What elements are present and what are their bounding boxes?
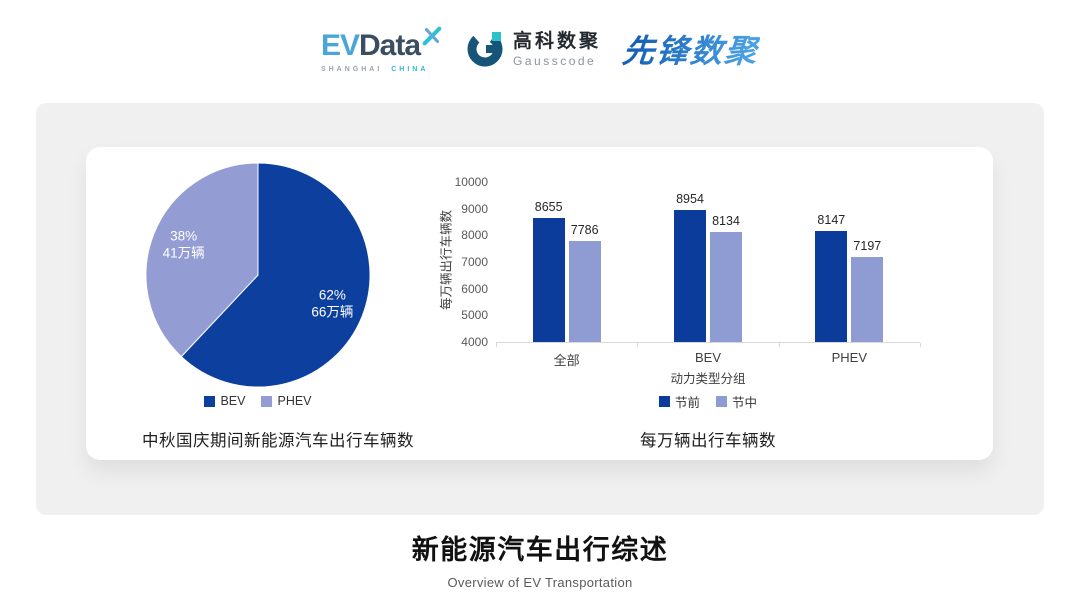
x-axis-line [496, 342, 920, 343]
gausscode-logo: 高科数聚 Gausscode [465, 27, 601, 69]
legend-label: 节中 [732, 396, 758, 410]
bar-chart-title: 每万辆出行车辆数 [640, 432, 776, 450]
pie-chart-title: 中秋国庆期间新能源汽车出行车辆数 [142, 432, 414, 450]
y-tick-label-8000: 8000 [461, 228, 488, 243]
xianfeng-logo: 先锋数聚 [621, 27, 761, 69]
pie-legend: BEV PHEV [146, 394, 370, 408]
bar-value-label: 8134 [712, 213, 740, 228]
propeller-x-icon [422, 26, 442, 46]
evdata-logo: EV Data SHANGHAI CHINA [320, 26, 443, 73]
legend-item-节中: 节中 [716, 392, 757, 411]
y-tick-label-6000: 6000 [461, 281, 488, 296]
bar-节中-PHEV [851, 256, 884, 342]
bar-value-label: 8954 [676, 191, 704, 206]
pie-slice-label-phev: 38% 41万辆 [163, 229, 205, 261]
logo-header: EV Data SHANGHAI CHINA 高科数聚 Gausscode 先锋… [0, 26, 1080, 73]
y-tick-label-7000: 7000 [461, 255, 488, 269]
legend-swatch-节前 [658, 396, 670, 407]
x-axis-tick [920, 343, 921, 347]
gausscode-cn: 高科数聚 [513, 30, 602, 52]
evdata-wordmark: EV Data [320, 26, 443, 62]
gausscode-g-icon [467, 31, 503, 67]
pie-chart: 62% 66万辆 38% 41万辆 BEV PHEV 中秋国庆期间新能源汽车出行车辆数 [86, 147, 470, 460]
bar-节前-BEV [674, 209, 706, 342]
y-tick-label-4000: 4000 [461, 335, 488, 349]
evdata-wordmark-ev: EV [320, 29, 360, 62]
x-axis-tick [496, 343, 497, 347]
charts-card: 62% 66万辆 38% 41万辆 BEV PHEV 中秋国庆期间新能源汽车出行车辆数 … [86, 147, 993, 460]
y-tick-label-9000: 9000 [461, 201, 488, 216]
legend-swatch-节中 [716, 396, 727, 407]
evdata-wordmark-data: Data [358, 29, 421, 62]
bar-chart: 节前 节中 每万辆出行车辆数 4000 5000 6000 7000 8000 9000 10… [86, 147, 993, 460]
evdata-tagline-china: CHINA [391, 66, 429, 73]
bar-节中-BEV [710, 231, 742, 342]
gausscode-text: 高科数聚 Gausscode [513, 32, 601, 67]
x-category-label-PHEV: PHEV [831, 350, 868, 365]
page-footer: 新能源汽车出行综述 Overview of EV Transportation [0, 528, 1080, 590]
bar-节中-全部 [568, 241, 601, 342]
legend-label: BEV [220, 394, 246, 408]
y-tick-label-10000: 10000 [454, 175, 488, 189]
legend-swatch-BEV [204, 395, 216, 407]
bar-节前-PHEV [815, 231, 848, 342]
bar-value-label: 8147 [817, 213, 846, 228]
evdata-tagline-shanghai: SHANGHAI [320, 66, 383, 73]
legend-label: 节前 [674, 396, 700, 410]
bar-value-label: 8655 [534, 199, 563, 214]
x-category-label-BEV: BEV [694, 350, 722, 365]
pie-slice-bev [180, 163, 370, 387]
x-axis-tick [637, 343, 639, 347]
bar-节前-全部 [532, 217, 565, 342]
legend-item-PHEV: PHEV [261, 394, 312, 408]
pie-slice-label-bev: 62% 66万辆 [311, 287, 353, 319]
x-axis-title: 动力类型分组 [670, 372, 746, 386]
legend-item-BEV: BEV [204, 394, 245, 408]
legend-label: PHEV [277, 394, 312, 408]
legend-item-节前: 节前 [658, 392, 700, 411]
page-title: 新能源汽车出行综述 [411, 535, 669, 565]
gausscode-en: Gausscode [513, 53, 597, 68]
y-tick-label-5000: 5000 [461, 308, 488, 323]
charts-panel: 62% 66万辆 38% 41万辆 BEV PHEV 中秋国庆期间新能源汽车出行车辆数 … [36, 103, 1044, 515]
bar-value-label: 7197 [853, 238, 882, 253]
y-axis-title: 每万辆出行车辆数 [439, 209, 454, 311]
bar-legend: 节前 节中 [496, 392, 920, 411]
x-category-label-全部: 全部 [553, 353, 580, 368]
legend-swatch-PHEV [261, 395, 273, 407]
pie-svg: 62% 66万辆 38% 41万辆 [146, 163, 370, 387]
pie-slice-phev [146, 163, 259, 358]
evdata-tagline: SHANGHAI CHINA [321, 66, 428, 73]
bar-value-label: 7786 [570, 223, 599, 238]
page-subtitle: Overview of EV Transportation [447, 575, 633, 590]
x-axis-tick [778, 343, 780, 347]
